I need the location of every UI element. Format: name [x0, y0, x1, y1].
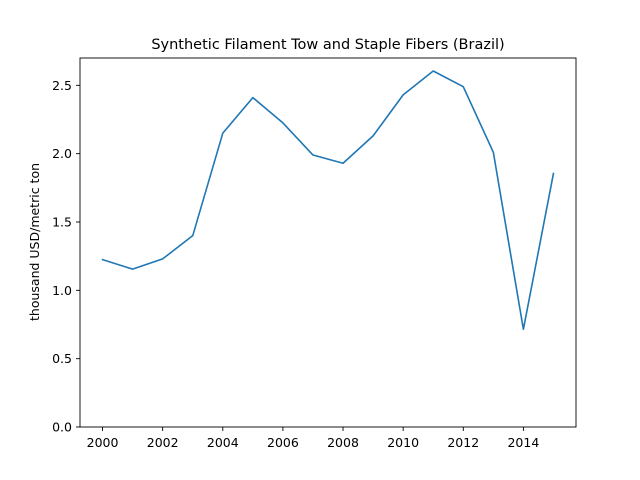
x-tick-label-2008: 2008 — [327, 435, 359, 450]
y-tick-label-5: 2.5 — [52, 78, 72, 93]
x-tick-label-2002: 2002 — [147, 435, 179, 450]
axes-frame — [79, 57, 577, 428]
x-tick-label-2014: 2014 — [507, 435, 539, 450]
x-tick-label-2010: 2010 — [387, 435, 419, 450]
x-tick-label-2006: 2006 — [267, 435, 299, 450]
x-tick-label-2000: 2000 — [87, 435, 119, 450]
y-tick-label-2: 1.0 — [52, 283, 72, 298]
series-line-0 — [101, 70, 555, 331]
x-tick-label-2004: 2004 — [207, 435, 239, 450]
y-tick-label-3: 1.5 — [52, 215, 72, 230]
y-tick-label-4: 2.0 — [52, 146, 72, 161]
y-tick-label-0: 0.0 — [52, 420, 72, 435]
y-tick-label-1: 0.5 — [52, 351, 72, 366]
x-tick-label-2012: 2012 — [447, 435, 479, 450]
plot-area: 2000 2002 2004 2006 2008 2010 2012 2014 0.0 0.5 1.… — [52, 57, 577, 450]
chart-title: Synthetic Filament Tow and Staple Fibers… — [151, 37, 504, 53]
y-axis-label: thousand USD/metric ton — [27, 163, 42, 321]
